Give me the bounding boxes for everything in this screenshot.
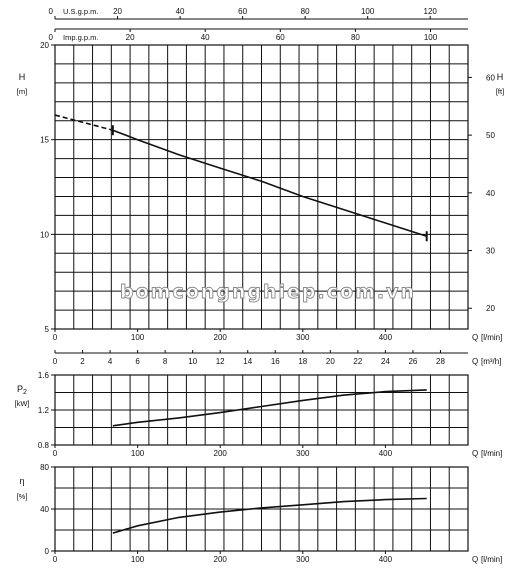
y-tick-label: 40	[40, 505, 49, 514]
x-tick-label: 300	[296, 555, 310, 564]
m3h-tick-label: 20	[326, 357, 335, 366]
x-tick-label: 400	[379, 555, 393, 564]
x-tick-label: 200	[214, 555, 228, 564]
imp-gpm-tick-label: 100	[424, 33, 438, 42]
y2-tick-label: 60	[486, 73, 495, 82]
x-tick-label: 300	[296, 449, 310, 458]
x-tick-label: 200	[214, 449, 228, 458]
m3h-tick-label: 26	[408, 357, 417, 366]
m3h-tick-label: 22	[353, 357, 362, 366]
x-axis-unit: [l/min]	[481, 333, 502, 342]
m3h-tick-label: 28	[436, 357, 445, 366]
efficiency-panel	[51, 467, 468, 554]
us-gpm-tick-label: 0	[49, 7, 54, 16]
m3h-tick-label: 16	[271, 357, 280, 366]
us-gpm-axis-label: U.S.g.p.m.	[63, 7, 98, 16]
imp-gpm-tick-label: 0	[49, 33, 54, 42]
imp-gpm-tick-label: 80	[351, 33, 360, 42]
m3h-tick-label: 14	[243, 357, 252, 366]
m3h-axis-label: Q	[472, 357, 478, 366]
y-tick-label: 80	[40, 463, 49, 472]
y2-tick-label: 50	[486, 131, 495, 140]
m3h-tick-label: 2	[80, 357, 85, 366]
watermark-text: bomcongnghiep.com.vn	[120, 281, 416, 303]
m3h-axis-unit: [m³/h]	[481, 357, 501, 366]
imp-gpm-axis-label: Imp.g.p.m.	[63, 33, 98, 42]
y2-axis-unit: [ft]	[496, 87, 504, 96]
x-tick-label: 100	[131, 555, 145, 564]
y-tick-label: 1.6	[38, 371, 50, 380]
x-tick-label: 200	[214, 333, 228, 342]
y-axis-unit: [m]	[17, 87, 27, 96]
us-gpm-tick-label: 20	[113, 7, 122, 16]
us-gpm-tick-label: 100	[361, 7, 375, 16]
y-axis-label: η	[19, 476, 24, 486]
y-tick-label: 15	[40, 136, 49, 145]
y-axis-label: H	[19, 72, 26, 82]
x-tick-label: 400	[379, 449, 393, 458]
x-tick-label: 0	[53, 555, 58, 564]
x-tick-label: 0	[53, 333, 58, 342]
y2-tick-label: 20	[486, 304, 495, 313]
y-tick-label: 20	[40, 41, 49, 50]
imp-gpm-tick-label: 60	[276, 33, 285, 42]
us-gpm-tick-label: 60	[238, 7, 247, 16]
x-tick-label: 100	[131, 333, 145, 342]
y-axis-unit: [%]	[17, 492, 28, 501]
y-axis-unit: [kW]	[15, 399, 30, 408]
power-curve	[113, 390, 427, 426]
us-gpm-tick-label: 40	[176, 7, 185, 16]
x-tick-label: 0	[53, 449, 58, 458]
x-axis-label: Q	[472, 333, 478, 342]
y2-tick-label: 30	[486, 247, 495, 256]
head-curve-dashed	[55, 115, 113, 130]
x-axis-label: Q	[472, 555, 478, 564]
y-tick-label: 0	[45, 547, 50, 556]
us-gpm-tick-label: 80	[301, 7, 310, 16]
y2-axis-label: H	[497, 72, 504, 82]
y-tick-label: 5	[45, 325, 50, 334]
y-tick-label: 10	[40, 230, 49, 239]
imp-gpm-tick-label: 40	[201, 33, 210, 42]
y-tick-label: 1.2	[38, 406, 50, 415]
x-tick-label: 400	[379, 333, 393, 342]
us-gpm-tick-label: 120	[424, 7, 438, 16]
x-axis-unit: [l/min]	[481, 555, 502, 564]
m3h-tick-label: 4	[108, 357, 113, 366]
x-axis-unit: [l/min]	[481, 449, 502, 458]
x-axis-label: Q	[472, 449, 478, 458]
m3h-tick-label: 0	[53, 357, 58, 366]
y-tick-label: 0.8	[38, 441, 50, 450]
m3h-tick-label: 10	[188, 357, 197, 366]
y-axis-label: P2	[17, 384, 27, 396]
m3h-tick-label: 18	[298, 357, 307, 366]
m3h-tick-label: 8	[163, 357, 168, 366]
x-tick-label: 100	[131, 449, 145, 458]
x-tick-label: 300	[296, 333, 310, 342]
head-curve	[113, 130, 427, 236]
efficiency-curve	[113, 499, 427, 534]
imp-gpm-tick-label: 20	[126, 33, 135, 42]
m3h-tick-label: 6	[135, 357, 140, 366]
power-panel	[51, 375, 468, 448]
m3h-tick-label: 12	[216, 357, 225, 366]
y2-tick-label: 40	[486, 189, 495, 198]
m3h-tick-label: 24	[381, 357, 390, 366]
